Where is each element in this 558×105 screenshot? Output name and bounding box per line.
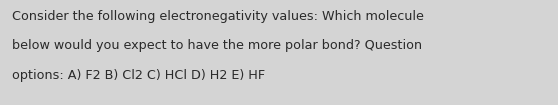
- Text: Consider the following electronegativity values: Which molecule: Consider the following electronegativity…: [12, 10, 424, 23]
- Text: options: A) F2 B) Cl2 C) HCl D) H2 E) HF: options: A) F2 B) Cl2 C) HCl D) H2 E) HF: [12, 69, 265, 82]
- Text: below would you expect to have the more polar bond? Question: below would you expect to have the more …: [12, 39, 422, 52]
